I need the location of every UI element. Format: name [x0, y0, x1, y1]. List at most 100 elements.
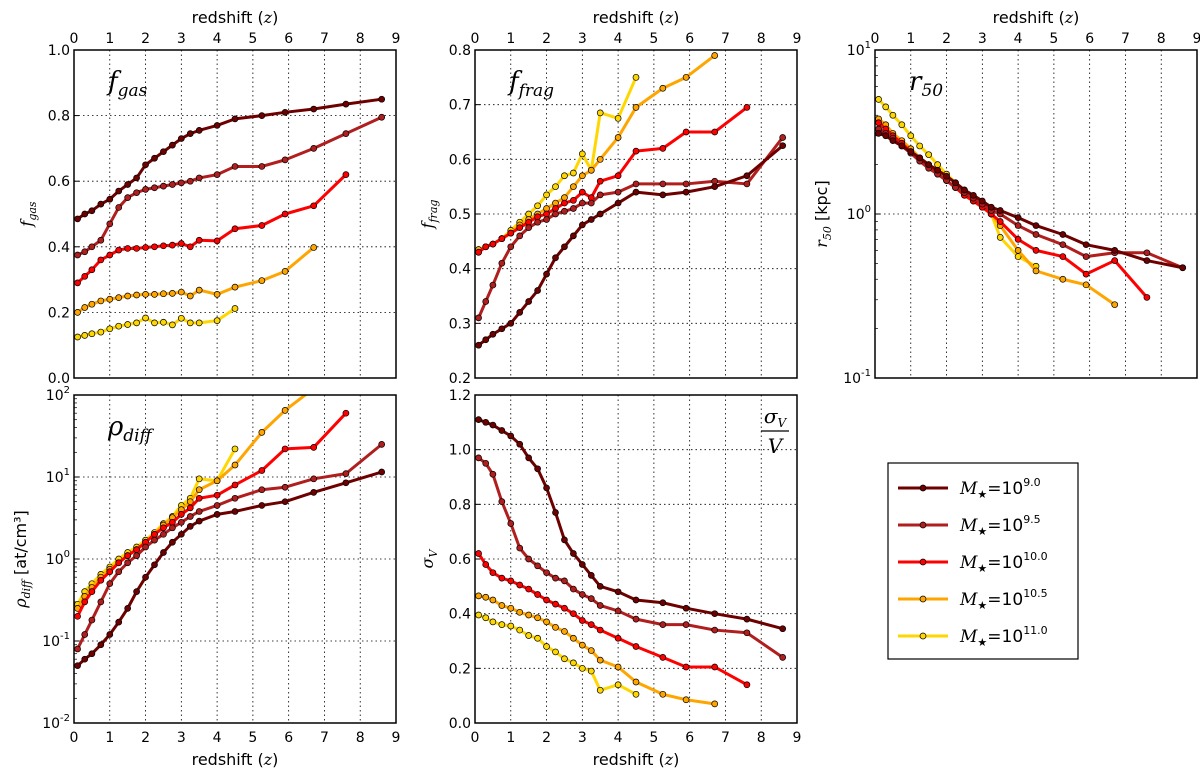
data-point	[507, 432, 515, 440]
data-point	[543, 270, 550, 278]
series-line-M10.5	[478, 594, 715, 706]
data-point	[779, 625, 787, 633]
data-point	[115, 246, 123, 254]
data-point	[614, 134, 622, 141]
x-tick-label: 1	[506, 730, 515, 746]
data-point	[81, 210, 89, 218]
data-point	[1032, 247, 1040, 254]
data-point	[169, 524, 176, 532]
legend-symbol: M	[959, 553, 978, 573]
series-line-M9.5	[76, 115, 383, 257]
data-point	[88, 207, 96, 215]
data-point	[231, 445, 239, 453]
y-tick-label: 0.4	[449, 262, 471, 278]
data-point	[106, 580, 114, 588]
data-point	[587, 667, 595, 675]
data-point	[142, 314, 149, 322]
data-point	[213, 122, 221, 129]
data-point	[258, 467, 266, 474]
data-point	[88, 300, 96, 308]
data-point	[552, 574, 559, 582]
tick-exponent: -2	[60, 713, 70, 724]
data-point	[186, 504, 194, 512]
data-point	[543, 216, 550, 223]
data-point	[875, 130, 882, 137]
data-point	[186, 523, 194, 530]
legend-label: M★=109.5	[959, 513, 1041, 538]
data-point	[632, 643, 640, 650]
data-point	[614, 681, 622, 689]
data-point	[934, 166, 941, 174]
data-point	[552, 254, 559, 262]
data-point	[916, 154, 924, 162]
data-point	[711, 52, 719, 59]
data-point	[133, 174, 140, 182]
data-point	[578, 591, 586, 598]
legend-equals: =10	[987, 516, 1023, 536]
data-point	[97, 236, 105, 244]
data-point	[525, 555, 533, 563]
x-tick-label: 5	[649, 730, 658, 746]
data-point	[195, 508, 203, 515]
tick-base: 10	[42, 716, 60, 732]
data-point	[177, 135, 185, 142]
legend-swatch-marker	[919, 521, 927, 529]
legend-exponent: 11.0	[1023, 624, 1048, 637]
data-point	[507, 229, 515, 237]
data-point	[516, 224, 524, 232]
data-point	[195, 517, 203, 525]
y-tick-label: 0.2	[48, 305, 70, 321]
legend-swatch-marker	[919, 484, 927, 492]
data-point	[142, 291, 149, 298]
data-point	[1143, 294, 1151, 301]
data-point	[1032, 267, 1040, 275]
data-point	[133, 189, 140, 197]
data-point	[97, 256, 105, 264]
data-point	[160, 549, 167, 556]
x-label-text: redshift (	[593, 8, 665, 27]
data-point	[489, 421, 497, 429]
x-tick-label: 4	[614, 31, 623, 47]
y-label-subscript: 50	[821, 226, 834, 240]
data-point	[281, 498, 289, 506]
data-point	[97, 576, 105, 584]
data-point	[543, 210, 550, 218]
x-label-text: redshift (	[192, 8, 264, 27]
x-label-text: redshift (	[993, 8, 1065, 27]
data-point	[231, 481, 239, 489]
data-point	[195, 236, 203, 244]
data-point	[133, 245, 140, 252]
title-subscript: 50	[921, 81, 943, 101]
x-label-var: z	[1064, 8, 1074, 27]
data-point	[342, 479, 350, 487]
x-axis-label: redshift (z)	[993, 8, 1080, 27]
y-tick-label: 100	[847, 204, 871, 223]
data-point	[498, 325, 506, 333]
x-tick-label: 4	[1014, 31, 1023, 47]
data-point	[570, 659, 577, 667]
data-point	[889, 111, 897, 119]
data-point	[124, 559, 132, 567]
data-point	[195, 174, 203, 182]
data-point	[987, 203, 995, 211]
data-point	[543, 205, 550, 212]
x-tick-label: 0	[471, 730, 480, 746]
data-point	[482, 243, 490, 251]
data-point	[231, 225, 239, 233]
x-tick-label: 1	[105, 31, 114, 47]
y-tick-label: 100	[46, 549, 70, 568]
data-point	[213, 491, 221, 499]
data-point	[151, 243, 158, 251]
data-point	[978, 197, 986, 205]
data-point	[88, 650, 96, 658]
data-point	[682, 663, 690, 671]
data-point	[534, 213, 541, 221]
x-tick-label: 2	[141, 31, 150, 47]
data-point	[231, 283, 239, 291]
data-point	[543, 618, 550, 626]
data-point	[231, 508, 239, 515]
data-point	[525, 298, 533, 305]
data-point	[475, 550, 482, 557]
data-point	[682, 73, 690, 81]
